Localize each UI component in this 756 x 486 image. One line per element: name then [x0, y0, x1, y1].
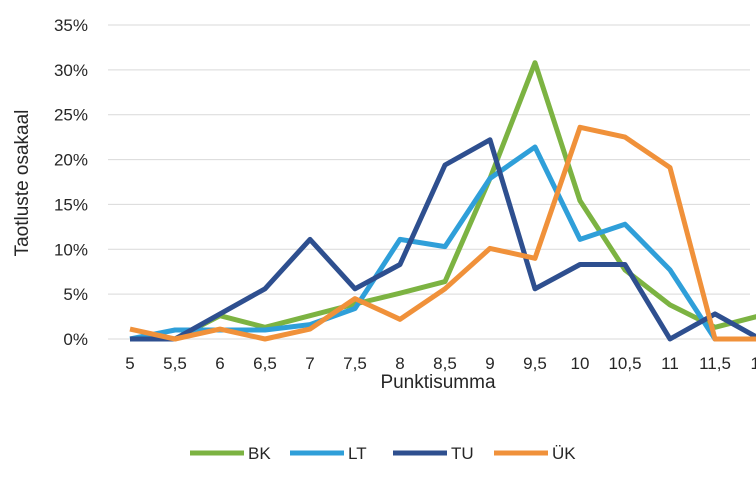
legend: BK LT TU ÜK [190, 444, 576, 463]
legend-label: BK [248, 444, 271, 463]
y-axis-tick-labels: 0% 5% 10% 15% 20% 25% 30% 35% [54, 16, 88, 349]
x-tick-label: 10,5 [608, 354, 641, 373]
y-tick-label: 30% [54, 61, 88, 80]
x-tick-label: 7,5 [343, 354, 367, 373]
y-tick-label: 15% [54, 195, 88, 214]
x-axis-title: Punktisumma [380, 372, 496, 393]
x-tick-label: 10 [571, 354, 590, 373]
x-tick-label: 8,5 [433, 354, 457, 373]
x-tick-label: 11,5 [699, 354, 731, 373]
legend-label: ÜK [552, 444, 576, 463]
y-tick-label: 5% [63, 285, 88, 304]
legend-label: TU [451, 444, 474, 463]
x-tick-label: 6 [215, 354, 224, 373]
x-tick-label: 8 [395, 354, 404, 373]
series-line-ük [129, 124, 756, 342]
series-line-tu [130, 137, 756, 342]
x-tick-label: 5,5 [163, 354, 187, 373]
x-tick-label: 5 [125, 354, 134, 373]
y-tick-label: 25% [54, 106, 88, 125]
x-tick-label: 12 [751, 354, 756, 373]
y-tick-label: 20% [54, 151, 88, 170]
y-tick-label: 10% [54, 240, 88, 259]
series-lines [129, 60, 756, 342]
x-axis-tick-labels: 5 5,5 6 6,5 7 7,5 8 8,5 9 9,5 10 10,5 11 11,5 12 [125, 354, 756, 373]
legend-label: LT [348, 444, 367, 463]
y-axis-title: Taotluste osakaal [12, 110, 33, 257]
y-tick-label: 35% [54, 16, 88, 35]
x-tick-label: 9 [485, 354, 494, 373]
x-tick-label: 9,5 [523, 354, 547, 373]
x-tick-label: 11 [661, 354, 679, 373]
y-tick-label: 0% [63, 330, 88, 349]
x-tick-label: 7 [305, 354, 314, 373]
series-line-bk [130, 60, 756, 342]
gridlines [108, 24, 750, 340]
x-tick-label: 6,5 [253, 354, 277, 373]
